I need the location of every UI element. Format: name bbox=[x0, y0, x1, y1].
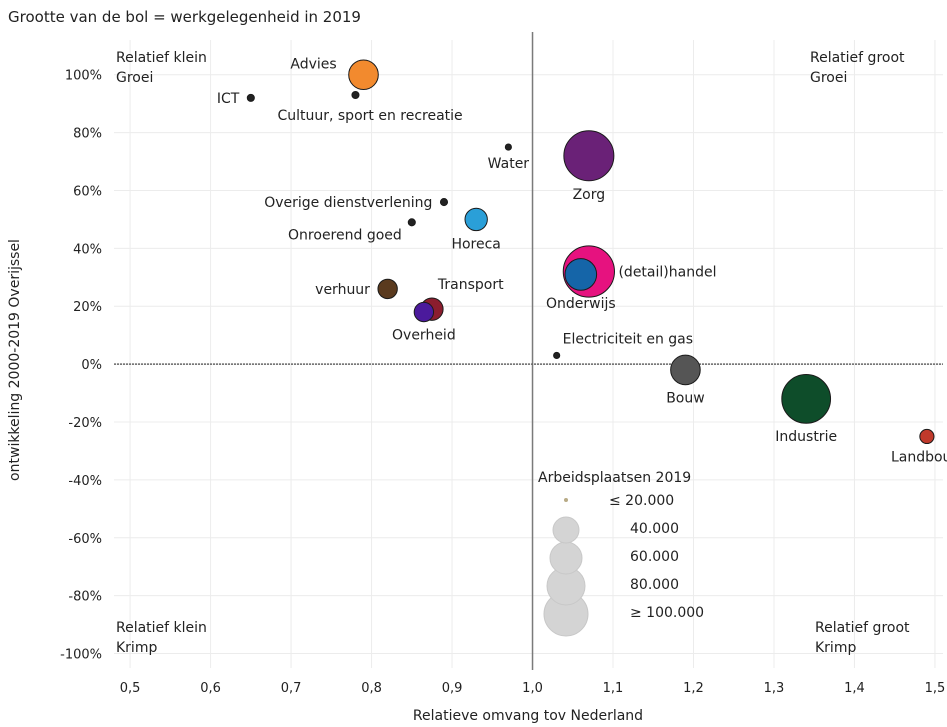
y-tick-label: 20% bbox=[73, 300, 102, 315]
data-point bbox=[351, 90, 360, 100]
data-points bbox=[246, 59, 935, 445]
y-tick-label: 80% bbox=[73, 127, 102, 142]
point-label: Bouw bbox=[666, 391, 705, 407]
data-point bbox=[564, 258, 598, 291]
size-legend-label: ≤ 20.000 bbox=[609, 493, 674, 509]
chart-subtitle: Grootte van de bol = werkgelegenheid in … bbox=[8, 8, 361, 26]
size-legend-bubble bbox=[549, 541, 583, 575]
point-label: verhuur bbox=[315, 282, 370, 298]
size-legend: Arbeidsplaatsen 2019 ≤ 20.000 40.000 60.000… bbox=[538, 470, 704, 637]
quadrant-label-bottom-left: Krimp bbox=[116, 640, 157, 656]
x-tick-label: 1,2 bbox=[683, 681, 704, 696]
y-tick-label: -20% bbox=[68, 416, 102, 431]
quadrant-label-top-left: Groei bbox=[116, 70, 153, 86]
point-label: (detail)handel bbox=[618, 265, 716, 281]
y-tick-label: 0% bbox=[81, 358, 102, 373]
y-tick-label: 40% bbox=[73, 242, 102, 257]
y-tick-label: -100% bbox=[60, 648, 102, 663]
point-label: Cultuur, sport en recreatie bbox=[277, 108, 462, 124]
x-tick-label: 0,6 bbox=[200, 681, 221, 696]
y-tick-label: -40% bbox=[68, 474, 102, 489]
size-legend-label: 80.000 bbox=[630, 577, 679, 593]
point-label: Overheid bbox=[392, 328, 456, 344]
point-label: Zorg bbox=[573, 187, 606, 203]
size-legend-label: 60.000 bbox=[630, 549, 679, 565]
size-legend-title: Arbeidsplaatsen 2019 bbox=[538, 470, 691, 486]
size-legend-bubble bbox=[552, 516, 580, 544]
data-point bbox=[407, 218, 416, 227]
quadrant-label-bottom-right: Krimp bbox=[815, 640, 856, 656]
data-point bbox=[413, 301, 435, 323]
point-label: Industrie bbox=[775, 429, 837, 445]
x-tick-label: 0,8 bbox=[361, 681, 382, 696]
quadrant-label-top-right: Groei bbox=[810, 70, 847, 86]
point-label: ICT bbox=[217, 91, 240, 107]
point-label: Horeca bbox=[451, 237, 500, 253]
point-label: Overige dienstverlening bbox=[264, 195, 432, 211]
data-point bbox=[553, 351, 561, 360]
reference-lines bbox=[114, 32, 943, 670]
y-tick-label: -80% bbox=[68, 590, 102, 605]
quadrant-labels: Relatief klein Groei Relatief groot Groei Re… bbox=[116, 50, 910, 656]
point-label: Transport bbox=[437, 277, 504, 293]
point-label: Advies bbox=[290, 57, 336, 73]
x-tick-label: 0,5 bbox=[120, 681, 141, 696]
axis-ticks: 0,5 0,6 0,7 0,8 0,9 1,0 1,1 1,2 1,3 1,4 1,5 100% 80%… bbox=[60, 69, 945, 696]
x-tick-label: 1,4 bbox=[844, 681, 865, 696]
point-label: Onroerend goed bbox=[288, 227, 402, 243]
data-point bbox=[439, 198, 449, 207]
data-point bbox=[563, 130, 615, 182]
point-label: Landbouw bbox=[891, 450, 947, 466]
data-point bbox=[348, 59, 379, 91]
x-tick-label: 1,1 bbox=[603, 681, 624, 696]
y-tick-label: 60% bbox=[73, 184, 102, 199]
data-point bbox=[781, 373, 832, 424]
point-labels: Advies ICT Cultuur, sport en recreatie Wate… bbox=[217, 57, 947, 466]
x-tick-label: 1,0 bbox=[522, 681, 543, 696]
data-point bbox=[246, 93, 255, 102]
quadrant-label-top-right: Relatief groot bbox=[810, 50, 905, 66]
quadrant-label-top-left: Relatief klein bbox=[116, 50, 207, 66]
x-tick-label: 1,3 bbox=[764, 681, 785, 696]
point-label: Onderwijs bbox=[546, 296, 616, 312]
y-tick-label: -60% bbox=[68, 532, 102, 547]
data-point bbox=[504, 143, 512, 151]
quadrant-label-bottom-left: Relatief klein bbox=[116, 620, 207, 636]
grid bbox=[114, 40, 943, 668]
point-label: Water bbox=[488, 156, 530, 172]
data-point bbox=[464, 207, 488, 232]
size-legend-bubble bbox=[564, 498, 568, 502]
data-point bbox=[670, 354, 701, 386]
x-tick-label: 1,5 bbox=[925, 681, 946, 696]
y-tick-label: 100% bbox=[65, 69, 102, 84]
x-axis-label: Relatieve omvang tov Nederland bbox=[413, 708, 643, 724]
size-legend-label: ≥ 100.000 bbox=[630, 605, 704, 621]
data-point bbox=[919, 428, 935, 445]
x-tick-label: 0,7 bbox=[281, 681, 302, 696]
point-label: Electriciteit en gas bbox=[563, 331, 693, 347]
data-point bbox=[377, 278, 398, 300]
x-tick-label: 0,9 bbox=[442, 681, 463, 696]
size-legend-label: 40.000 bbox=[630, 521, 679, 537]
y-axis-label: ontwikkeling 2000-2019 Overijssel bbox=[7, 239, 23, 481]
quadrant-label-bottom-right: Relatief groot bbox=[815, 620, 910, 636]
